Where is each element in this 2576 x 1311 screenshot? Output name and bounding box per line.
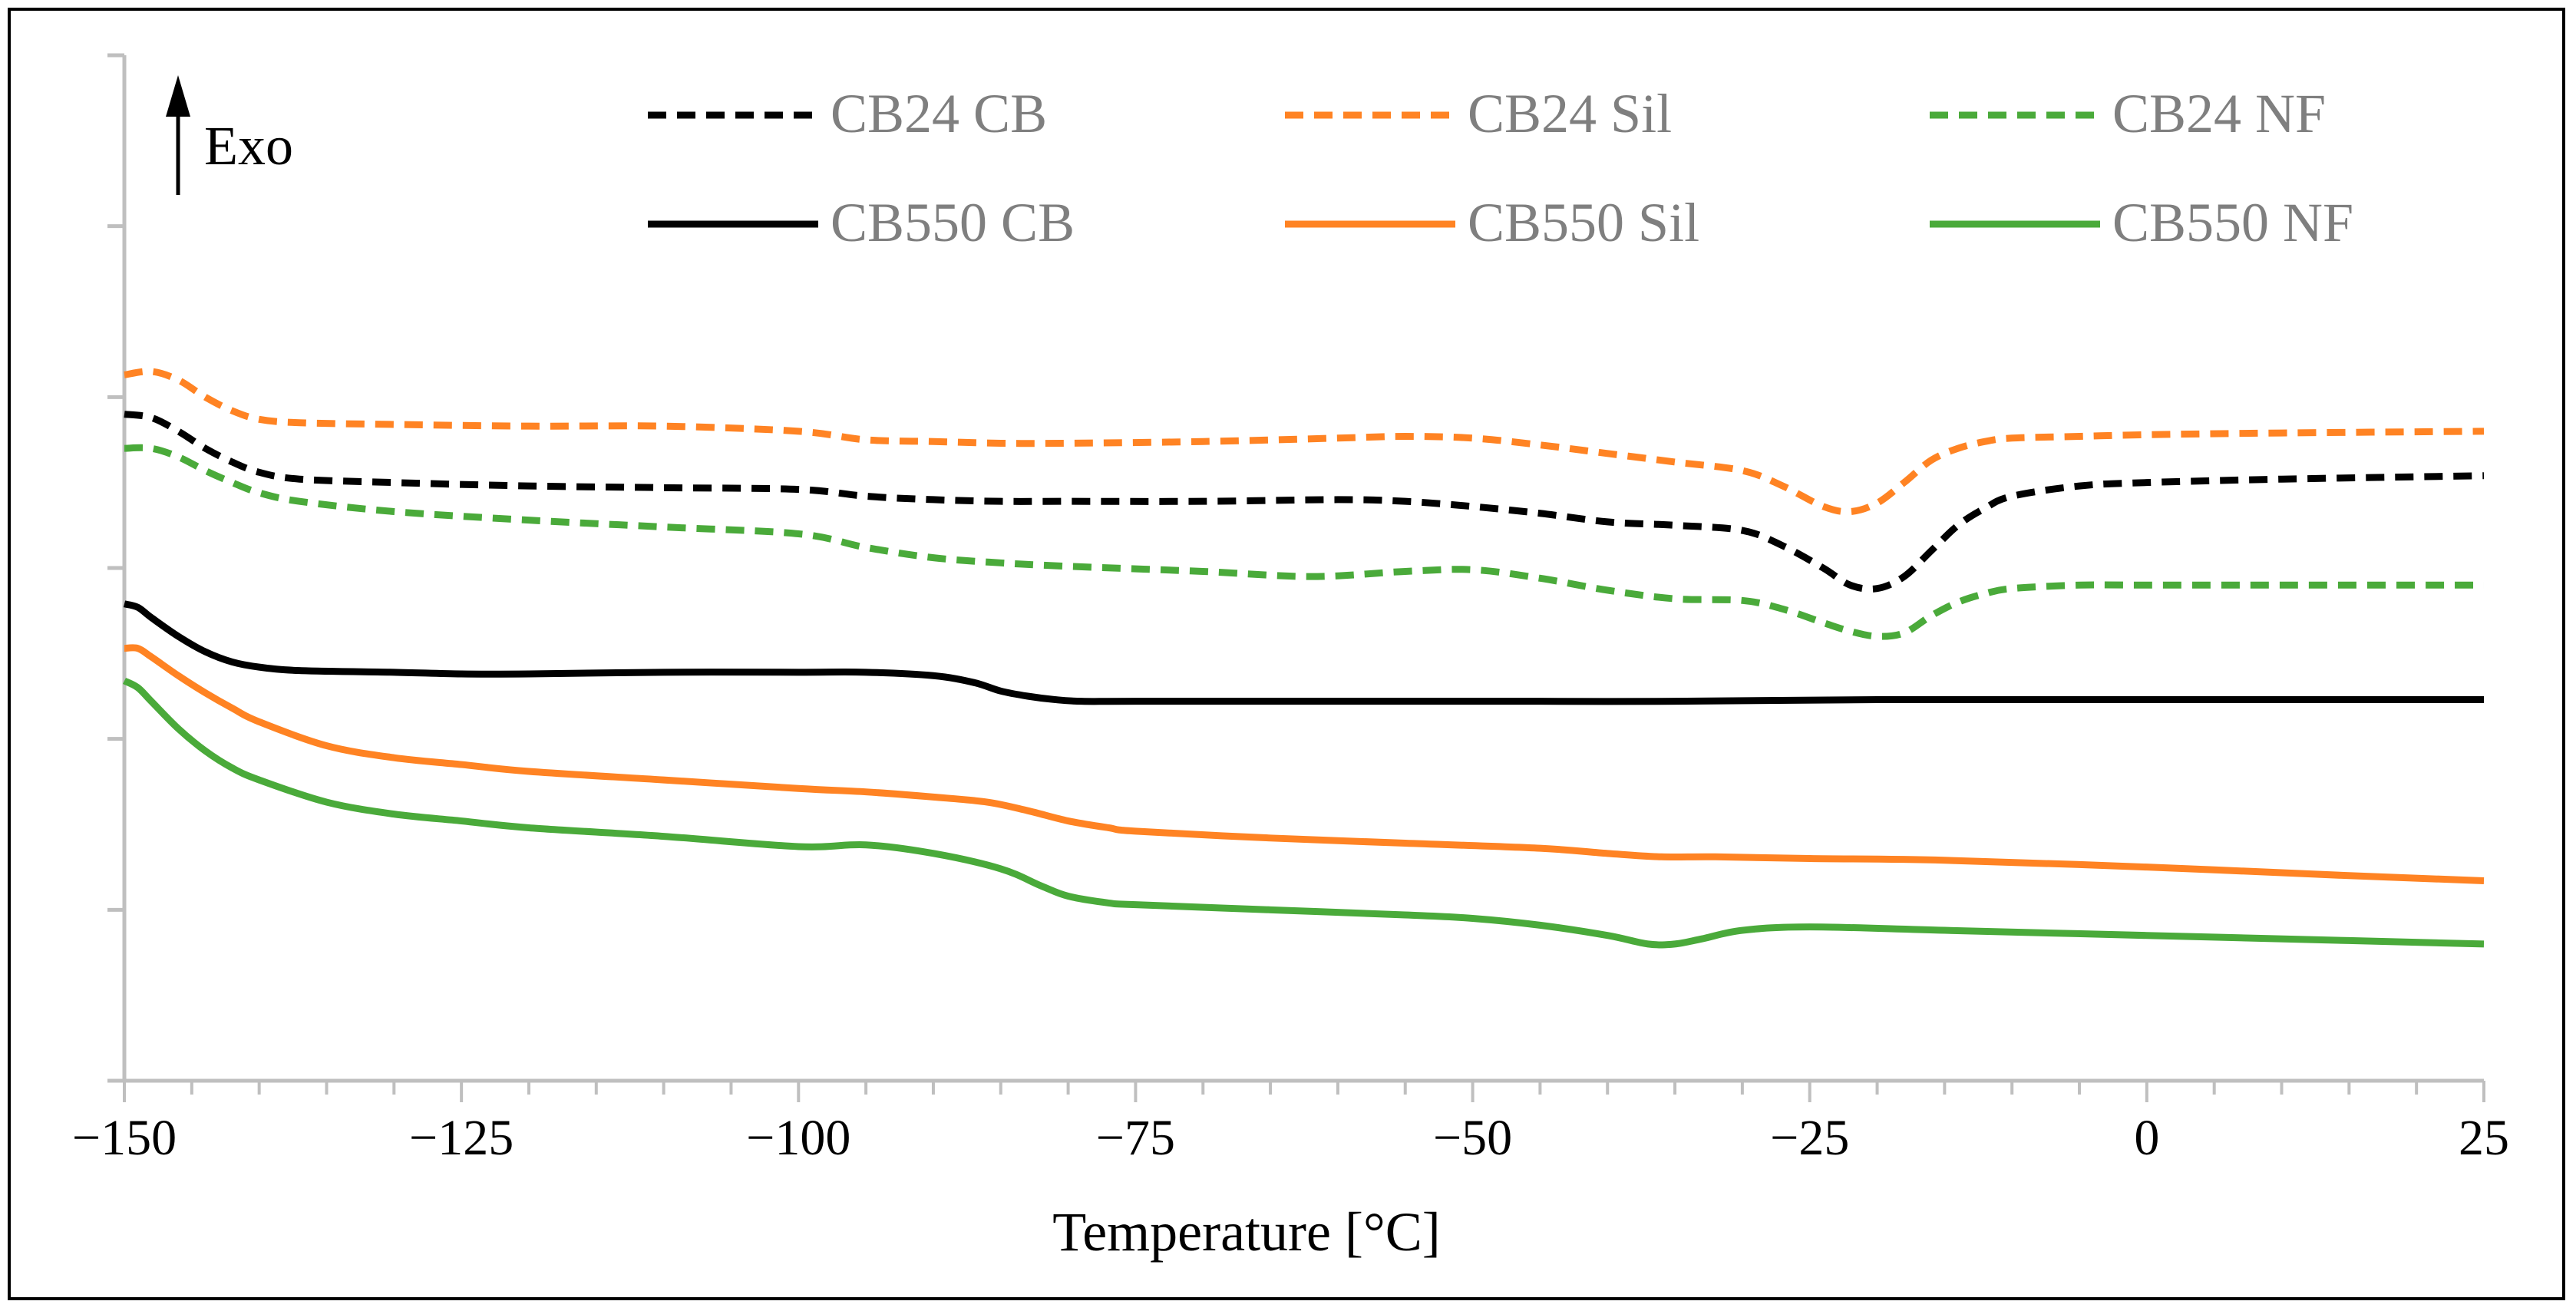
series-layer xyxy=(122,368,2485,949)
x-axis-tick-labels: −150 −125 −100 −75 −50 −25 0 25 xyxy=(72,1110,2509,1166)
series-line-cb24-nf xyxy=(124,444,2484,640)
x-tick-label: 0 xyxy=(2134,1110,2159,1166)
legend-label: CB550 Sil xyxy=(1468,192,1699,253)
legend-item-cb24-nf: CB24 NF xyxy=(1930,83,2326,144)
legend-label: CB550 NF xyxy=(2112,192,2353,253)
x-tick-label: −150 xyxy=(72,1110,177,1166)
x-tick-label: −125 xyxy=(409,1110,514,1166)
axes-layer: −150 −125 −100 −75 −50 −25 0 25 xyxy=(72,53,2509,1166)
legend-item-cb24-sil: CB24 Sil xyxy=(1285,83,1672,144)
legend-label: CB24 NF xyxy=(2112,83,2326,144)
legend-item-cb550-nf: CB550 NF xyxy=(1930,192,2353,253)
exo-annotation: Exo xyxy=(166,75,293,195)
series-line-cb24-cb xyxy=(124,411,2485,593)
chart-frame: −150 −125 −100 −75 −50 −25 0 25 CB24 CB CB24 Sil… xyxy=(8,8,2565,1300)
legend: CB24 CB CB24 Sil CB24 NF CB550 CB CB550 Sil C… xyxy=(648,83,2353,253)
exo-label: Exo xyxy=(204,115,293,177)
y-axis-ticks xyxy=(107,53,124,1083)
series-line-cb24-sil xyxy=(124,368,2485,516)
x-axis-title: Temperature [°C] xyxy=(1052,1201,1441,1263)
x-tick-label: 25 xyxy=(2459,1110,2509,1166)
legend-label: CB550 CB xyxy=(831,192,1075,253)
series-line-cb550-sil xyxy=(124,644,2485,884)
exo-arrow-head-icon xyxy=(166,75,190,117)
legend-item-cb24-cb: CB24 CB xyxy=(648,83,1047,144)
legend-label: CB24 Sil xyxy=(1468,83,1672,144)
series-line-cb550-cb xyxy=(123,600,2484,705)
series-line-cb550-nf xyxy=(122,677,2485,949)
x-tick-label: −100 xyxy=(746,1110,850,1166)
legend-item-cb550-sil: CB550 Sil xyxy=(1285,192,1699,253)
x-axis-ticks xyxy=(123,1081,2485,1102)
dsc-chart: −150 −125 −100 −75 −50 −25 0 25 CB24 CB CB24 Sil… xyxy=(72,53,2509,1263)
x-tick-label: −50 xyxy=(1433,1110,1512,1166)
x-tick-label: −75 xyxy=(1096,1110,1175,1166)
x-tick-label: −25 xyxy=(1770,1110,1849,1166)
legend-label: CB24 CB xyxy=(831,83,1047,144)
legend-item-cb550-cb: CB550 CB xyxy=(648,192,1075,253)
